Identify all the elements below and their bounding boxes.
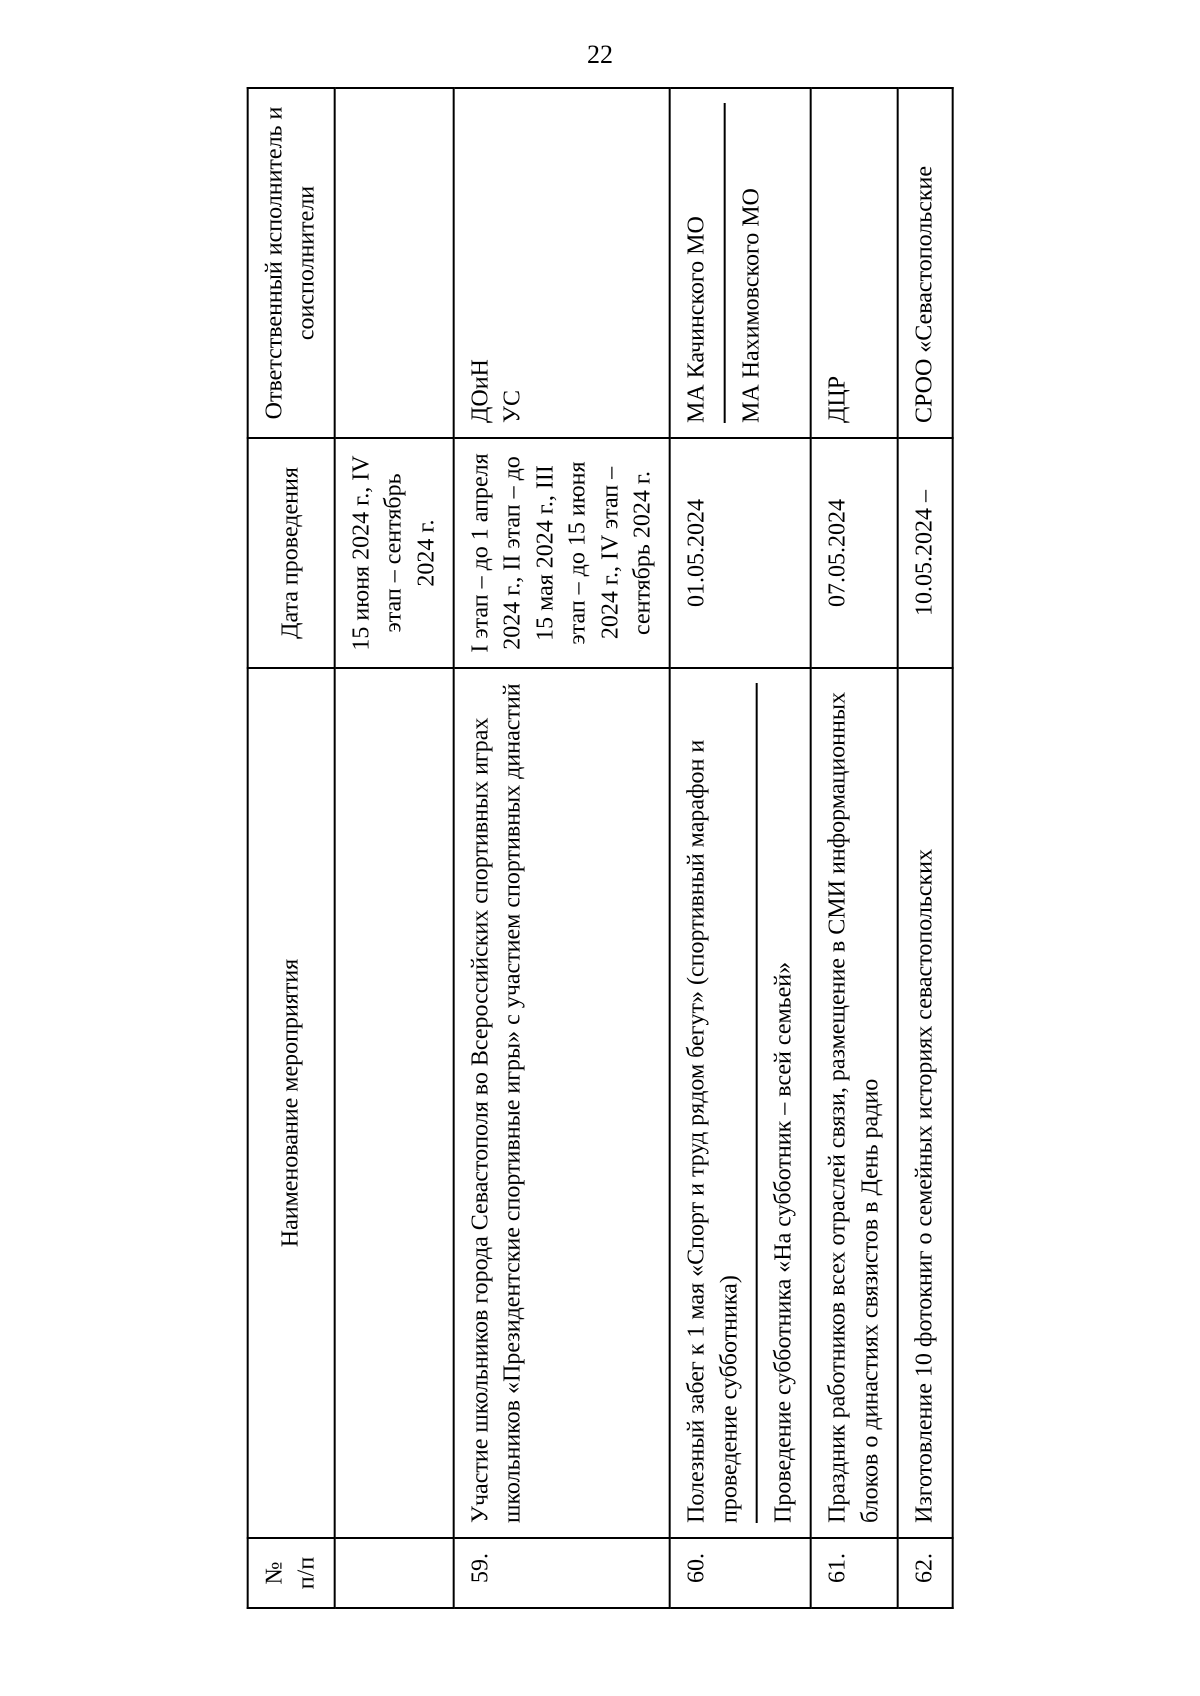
cell-num: 59. [454, 1538, 670, 1608]
cell-num: 60. [670, 1538, 811, 1608]
cell-resp: МА Качинского МО МА Нахимовского МО [670, 88, 811, 438]
table-row: 61. Праздник работников всех отраслей св… [811, 88, 898, 1608]
col-header-date: Дата проведения [248, 438, 335, 668]
cell-resp [334, 88, 453, 438]
table-row: 15 июня 2024 г., IV этап – сентябрь 2024… [334, 88, 453, 1608]
cell-name: Участие школьников города Севастополя во… [454, 668, 670, 1538]
col-header-num: № п/п [248, 1538, 335, 1608]
table-row: 60. Полезный забег к 1 мая «Спорт и труд… [670, 88, 811, 1608]
col-header-resp: Ответственный исполнитель и соисполнител… [248, 88, 335, 438]
cell-resp: ДОиН УС [454, 88, 670, 438]
table-header-row: № п/п Наименование мероприятия Дата пров… [248, 88, 335, 1608]
cell-date: 01.05.2024 [670, 438, 811, 668]
cell-name: Полезный забег к 1 мая «Спорт и труд ряд… [670, 668, 811, 1538]
cell-date: 15 июня 2024 г., IV этап – сентябрь 2024… [334, 438, 453, 668]
table-row: 62. Изготовление 10 фотокниг о семейных … [898, 88, 952, 1608]
cell-date: I этап – до 1 апреля 2024 г., II этап – … [454, 438, 670, 668]
cell-date: 10.05.2024 – [898, 438, 952, 668]
cell-name: Изготовление 10 фотокниг о семейных исто… [898, 668, 952, 1538]
table-row: 59. Участие школьников города Севастопол… [454, 88, 670, 1608]
cell-num: 62. [898, 1538, 952, 1608]
cell-name [334, 668, 453, 1538]
cell-resp-part-b: МА Нахимовского МО [723, 103, 767, 423]
cell-name-part-a: Полезный забег к 1 мая «Спорт и труд ряд… [681, 683, 746, 1523]
rotated-table-wrapper: № п/п Наименование мероприятия Дата пров… [247, 87, 954, 1609]
page-number: 22 [587, 40, 613, 70]
cell-num: 61. [811, 1538, 898, 1608]
cell-name-part-b: Проведение субботника «На субботник – вс… [756, 683, 800, 1523]
cell-date: 07.05.2024 [811, 438, 898, 668]
cell-resp: СРОО «Севастопольские [898, 88, 952, 438]
cell-name: Праздник работников всех отраслей связи,… [811, 668, 898, 1538]
events-table: № п/п Наименование мероприятия Дата пров… [247, 87, 954, 1609]
cell-resp-part-a: МА Качинского МО [681, 103, 713, 423]
cell-resp: ДЦР [811, 88, 898, 438]
col-header-name: Наименование мероприятия [248, 668, 335, 1538]
cell-num [334, 1538, 453, 1608]
